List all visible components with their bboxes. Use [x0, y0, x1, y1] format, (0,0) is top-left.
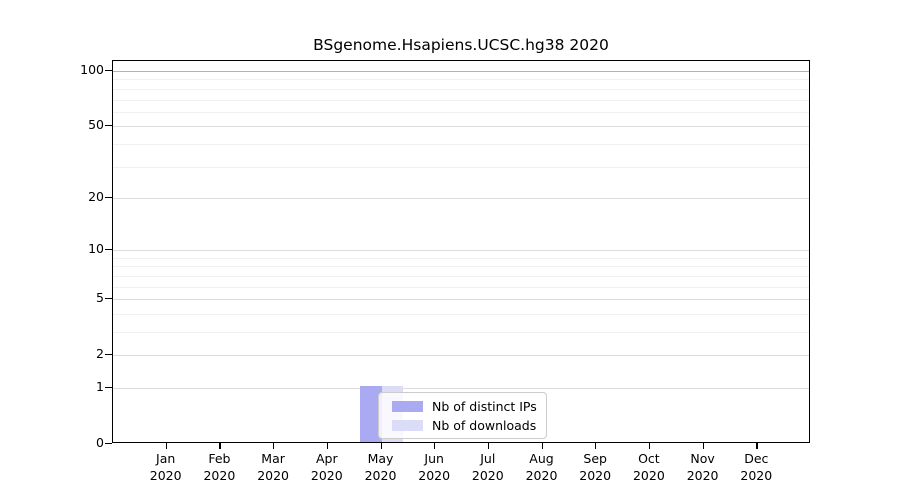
y-tick-label: 20	[88, 188, 104, 204]
gridline-minor	[113, 286, 809, 288]
x-tick-mark	[541, 442, 543, 449]
x-tick-mark	[756, 442, 758, 449]
x-tick-label: Sep 2020	[579, 451, 612, 483]
legend-item-downloads: Nb of downloads	[392, 419, 546, 432]
legend: Nb of distinct IPs Nb of downloads	[378, 392, 547, 439]
x-tick-mark	[219, 442, 221, 449]
x-tick-label: Jun 2020	[418, 451, 451, 483]
x-tick-mark	[380, 442, 382, 449]
gridline-major	[113, 197, 809, 199]
gridline-major	[113, 71, 809, 72]
x-tick-mark	[702, 442, 704, 449]
gridline-major	[113, 388, 809, 389]
y-tick-mark	[105, 354, 112, 356]
y-tick-label: 2	[96, 346, 104, 362]
y-tick-label: 10	[88, 241, 104, 257]
x-tick-mark	[648, 442, 651, 449]
y-tick-label: 0	[96, 435, 104, 450]
y-tick-label: 5	[96, 290, 104, 306]
x-tick-mark	[165, 442, 167, 449]
x-tick-label: Jan 2020	[149, 451, 182, 483]
legend-label-distinct-ips: Nb of distinct IPs	[432, 398, 537, 414]
gridline-minor	[113, 266, 809, 268]
gridline-minor	[113, 79, 809, 81]
y-tick-mark	[105, 196, 112, 199]
x-tick-label: Mar 2020	[257, 451, 289, 483]
y-tick-mark	[105, 125, 112, 127]
x-tick-mark	[273, 442, 275, 449]
y-tick-mark	[105, 70, 112, 72]
gridline-minor	[113, 143, 809, 145]
y-tick-mark	[105, 443, 112, 445]
x-tick-label: Apr 2020	[310, 451, 343, 483]
x-tick-label: May 2020	[364, 451, 397, 483]
x-tick-label: Dec 2020	[740, 451, 773, 483]
gridline-minor	[113, 257, 809, 259]
gridline-minor	[113, 313, 809, 315]
x-tick-label: Nov 2020	[686, 451, 719, 483]
legend-swatch-downloads	[392, 419, 423, 431]
gridline-minor	[113, 99, 809, 101]
x-tick-mark	[487, 442, 490, 449]
x-tick-label: Oct 2020	[632, 451, 665, 483]
y-tick-label: 100	[80, 62, 104, 77]
gridline-minor	[113, 275, 809, 277]
gridline-minor	[113, 166, 809, 168]
y-tick-mark	[105, 249, 112, 251]
legend-swatch-distinct-ips	[392, 400, 423, 412]
y-tick-label: 50	[88, 117, 104, 133]
gridline-minor	[113, 111, 809, 113]
x-tick-label: Feb 2020	[203, 451, 236, 483]
y-tick-mark	[105, 298, 112, 300]
bar-distinct-ips	[360, 386, 382, 442]
legend-label-downloads: Nb of downloads	[432, 417, 537, 433]
gridline-major	[113, 355, 809, 357]
gridline-major	[113, 250, 809, 252]
gridline-minor	[113, 332, 809, 333]
plot-area	[112, 60, 810, 443]
gridline-minor	[113, 88, 809, 90]
x-tick-label: Aug 2020	[525, 451, 558, 483]
gridline-major	[113, 299, 809, 301]
x-tick-label: Jul 2020	[471, 451, 504, 483]
x-tick-mark	[434, 442, 436, 449]
x-tick-mark	[595, 442, 597, 449]
y-tick-mark	[105, 387, 112, 389]
chart-title: BSgenome.Hsapiens.UCSC.hg38 2020	[313, 36, 609, 54]
y-tick-label: 1	[96, 379, 104, 394]
x-tick-mark	[326, 442, 329, 449]
legend-item-distinct-ips: Nb of distinct IPs	[392, 400, 546, 413]
gridline-major	[113, 126, 809, 128]
